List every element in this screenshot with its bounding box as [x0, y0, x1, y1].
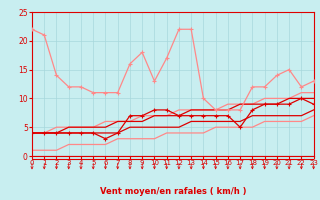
Text: Vent moyen/en rafales ( km/h ): Vent moyen/en rafales ( km/h )	[100, 187, 246, 196]
